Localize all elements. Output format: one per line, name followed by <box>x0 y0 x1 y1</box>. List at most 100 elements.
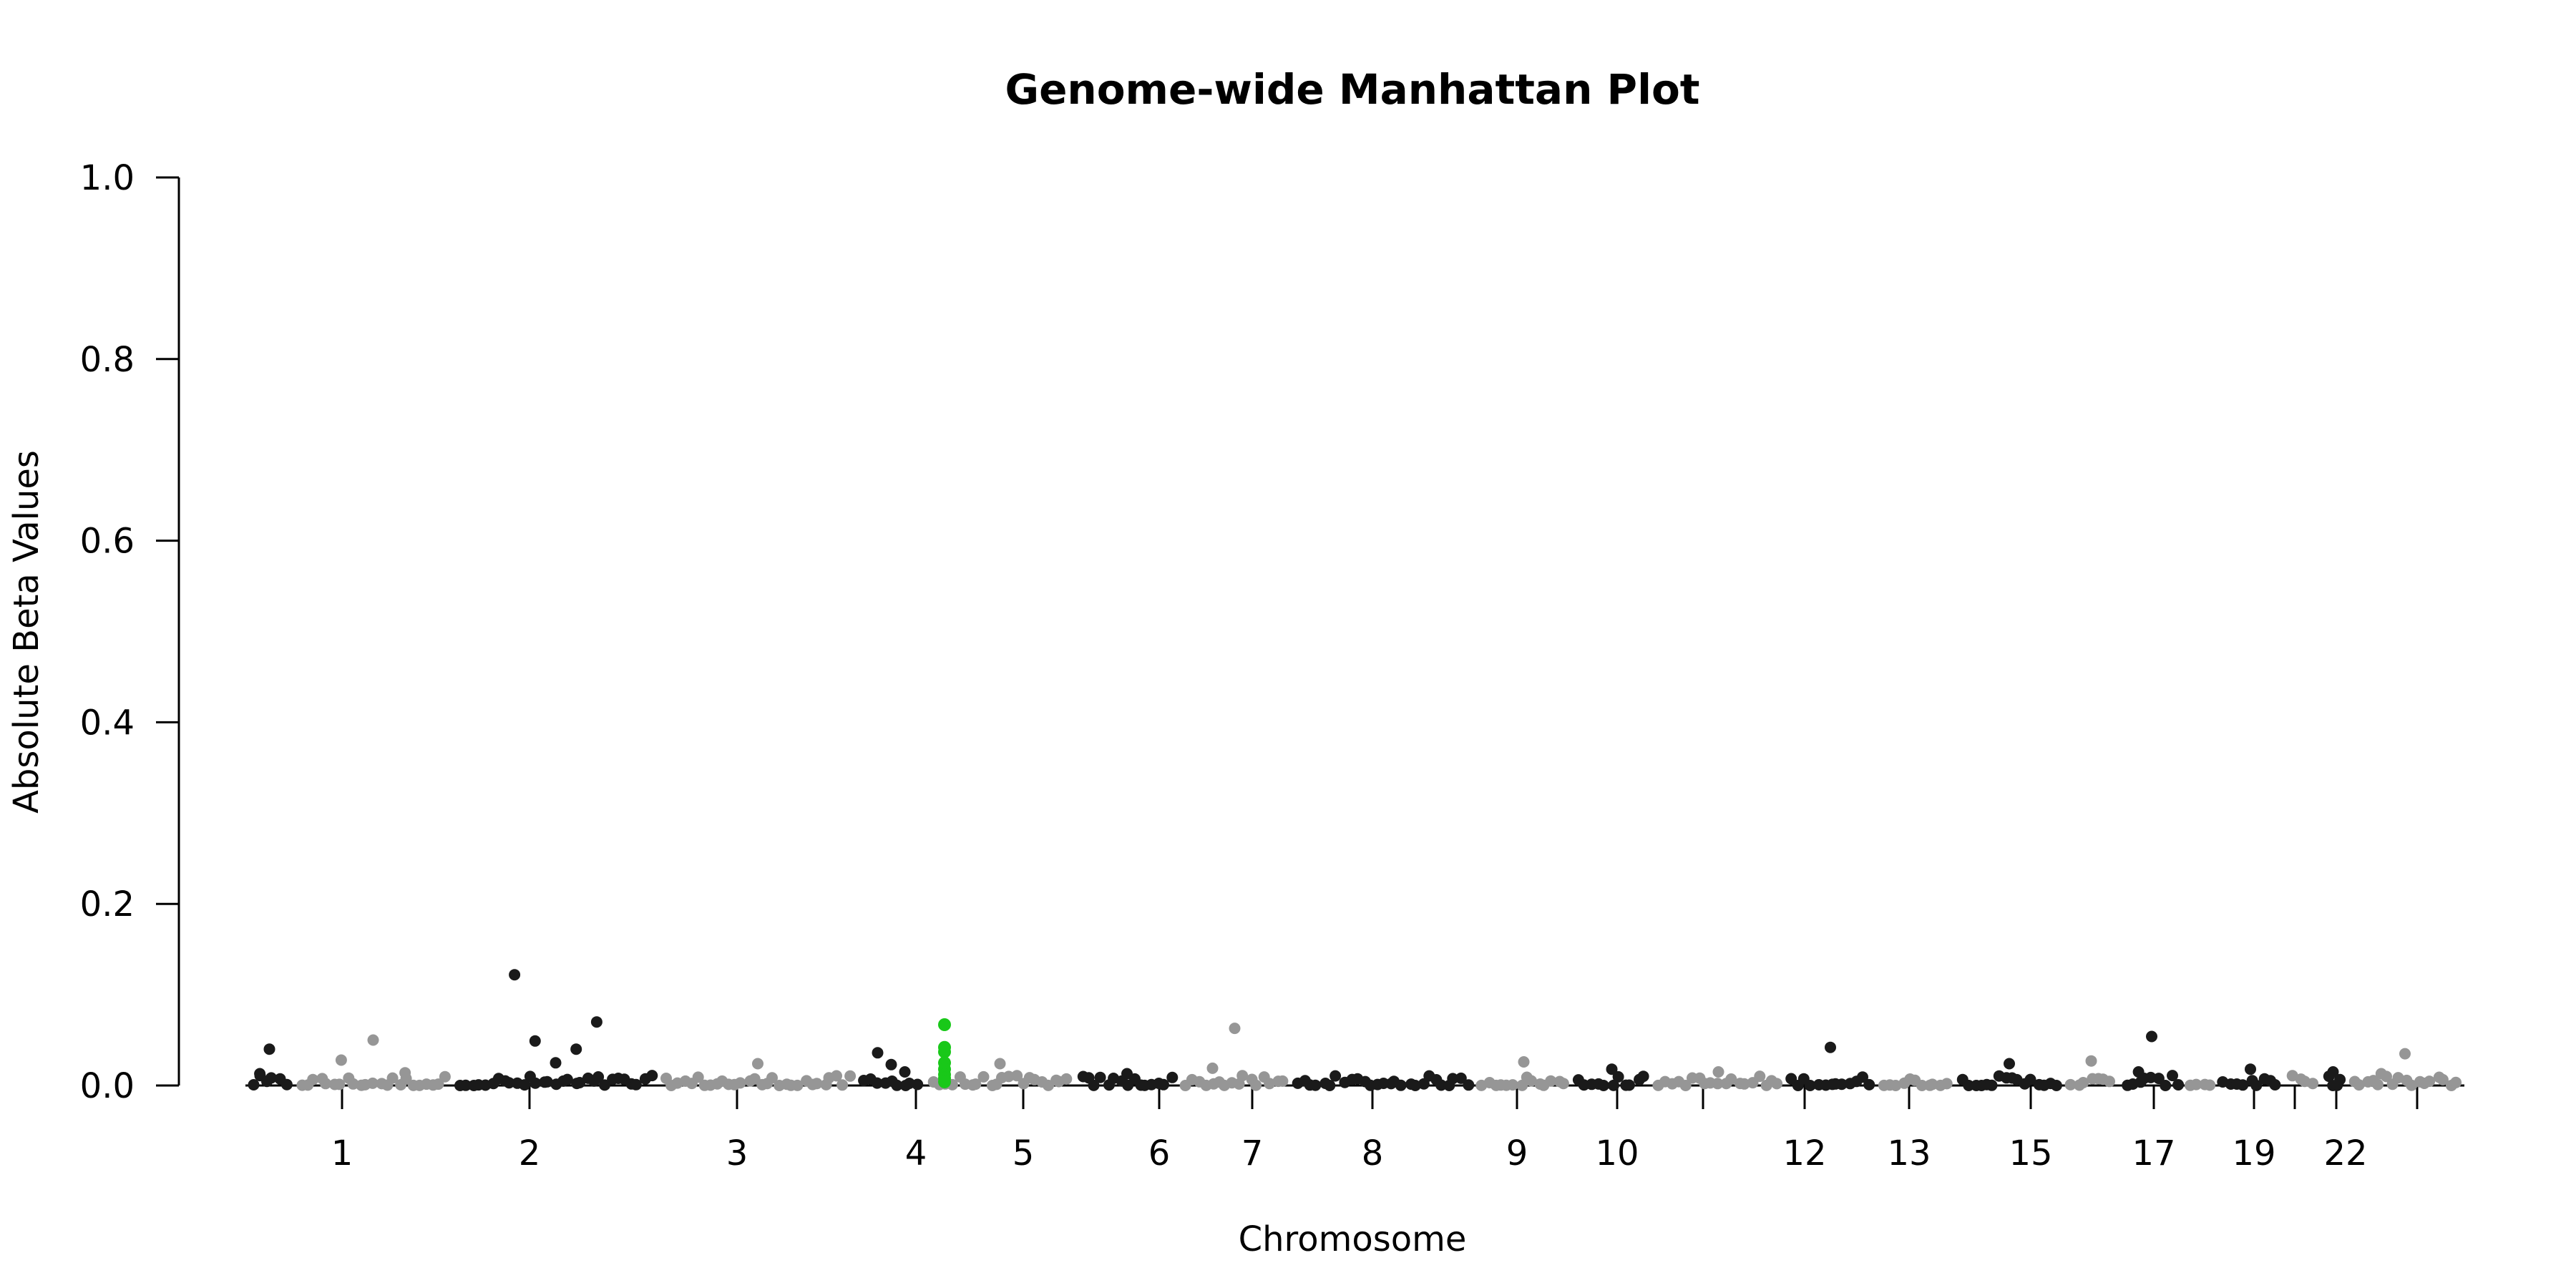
data-point <box>1277 1075 1289 1087</box>
data-point <box>836 1079 849 1091</box>
highlight-points <box>938 1018 951 1088</box>
x-tick-label: 2 <box>519 1133 541 1174</box>
data-point <box>2172 1079 2185 1091</box>
data-point <box>2204 1079 2216 1091</box>
data-point <box>831 1070 842 1082</box>
data-point <box>1395 1079 1407 1091</box>
y-tick-label: 0.4 <box>80 703 135 743</box>
x-tick-label: 19 <box>2232 1133 2275 1174</box>
data-point <box>248 1079 260 1091</box>
data-point <box>1435 1079 1448 1091</box>
data-point <box>432 1078 444 1091</box>
data-points <box>248 969 2462 1091</box>
data-point <box>1088 1079 1100 1091</box>
data-point <box>386 1072 399 1084</box>
data-point <box>1725 1073 1737 1085</box>
data-point <box>1857 1071 1868 1083</box>
data-point <box>335 1054 347 1066</box>
data-point <box>970 1078 982 1091</box>
data-point <box>646 1070 658 1082</box>
data-point <box>1002 1070 1015 1083</box>
data-point <box>1264 1078 1276 1090</box>
data-point <box>529 1035 541 1047</box>
data-point <box>1738 1078 1750 1090</box>
data-point <box>1011 1070 1023 1082</box>
data-point <box>1409 1080 1421 1091</box>
data-point <box>1094 1071 1106 1083</box>
data-point <box>1158 1078 1169 1091</box>
highlight-point <box>938 1075 951 1088</box>
data-point <box>2132 1066 2145 1078</box>
data-point <box>1455 1072 1467 1084</box>
data-point <box>1607 1079 1619 1091</box>
data-point <box>1623 1079 1635 1091</box>
data-point <box>2160 1080 2172 1091</box>
data-point <box>592 1071 605 1083</box>
chart-title: Genome-wide Manhattan Plot <box>1005 65 1699 114</box>
data-point <box>2334 1073 2346 1085</box>
y-tick-label: 1.0 <box>80 158 135 198</box>
data-point <box>2167 1070 2178 1082</box>
data-point <box>2307 1078 2319 1090</box>
y-tick-label: 0.2 <box>80 884 135 924</box>
x-axis-title: Chromosome <box>1239 1219 1467 1259</box>
data-point <box>1863 1078 1875 1091</box>
data-point <box>599 1079 610 1091</box>
data-point <box>459 1079 472 1091</box>
data-point <box>509 969 521 981</box>
data-point <box>2372 1078 2384 1091</box>
data-point <box>2024 1073 2036 1085</box>
x-tick-label: 22 <box>2323 1133 2367 1174</box>
data-point <box>367 1034 379 1046</box>
data-point <box>1229 1023 1241 1035</box>
data-point <box>871 1077 883 1089</box>
data-point <box>791 1079 804 1091</box>
data-point <box>307 1073 319 1085</box>
data-point <box>1526 1075 1537 1087</box>
data-point <box>844 1070 857 1082</box>
data-point <box>2353 1079 2365 1091</box>
data-point <box>1754 1070 1766 1083</box>
data-point <box>1606 1063 1618 1075</box>
data-point <box>2050 1080 2062 1091</box>
data-point <box>1916 1080 1928 1091</box>
data-point <box>263 1043 275 1055</box>
data-point <box>977 1070 990 1083</box>
x-tick-label: 13 <box>1887 1133 1931 1174</box>
data-point <box>1679 1080 1692 1091</box>
x-tick-label: 8 <box>1362 1133 1384 1174</box>
data-point <box>2399 1048 2411 1060</box>
data-point <box>2250 1079 2263 1091</box>
x-tick-label: 6 <box>1148 1133 1171 1174</box>
data-point <box>1986 1079 1998 1091</box>
x-tick-label: 10 <box>1595 1133 1639 1174</box>
data-point <box>1825 1041 1836 1053</box>
data-point <box>1060 1073 1073 1085</box>
data-point <box>2064 1078 2077 1091</box>
data-point <box>2327 1066 2339 1078</box>
data-point <box>630 1078 642 1091</box>
data-point <box>2436 1073 2449 1085</box>
y-axis: 0.0 0.2 0.4 0.6 0.8 1.0 <box>80 158 179 1106</box>
data-point <box>752 1058 763 1070</box>
x-tick-label: 12 <box>1782 1133 1826 1174</box>
data-point <box>2146 1030 2157 1043</box>
data-point <box>872 1047 884 1059</box>
data-point <box>320 1078 331 1090</box>
data-point <box>1557 1078 1569 1090</box>
data-point <box>550 1057 562 1069</box>
x-tick-label: 5 <box>1013 1133 1035 1174</box>
data-point <box>590 1016 602 1028</box>
data-point <box>1324 1080 1336 1091</box>
data-point <box>503 1077 515 1089</box>
data-point <box>899 1066 911 1078</box>
data-point <box>2077 1077 2089 1088</box>
y-tick-label: 0.0 <box>80 1066 135 1106</box>
data-point <box>1121 1068 1133 1080</box>
y-axis-title: Absolute Beta Values <box>6 450 47 814</box>
x-tick-label: 15 <box>2009 1133 2052 1174</box>
data-point <box>1447 1073 1459 1085</box>
data-point <box>811 1078 823 1090</box>
data-point <box>333 1078 346 1091</box>
